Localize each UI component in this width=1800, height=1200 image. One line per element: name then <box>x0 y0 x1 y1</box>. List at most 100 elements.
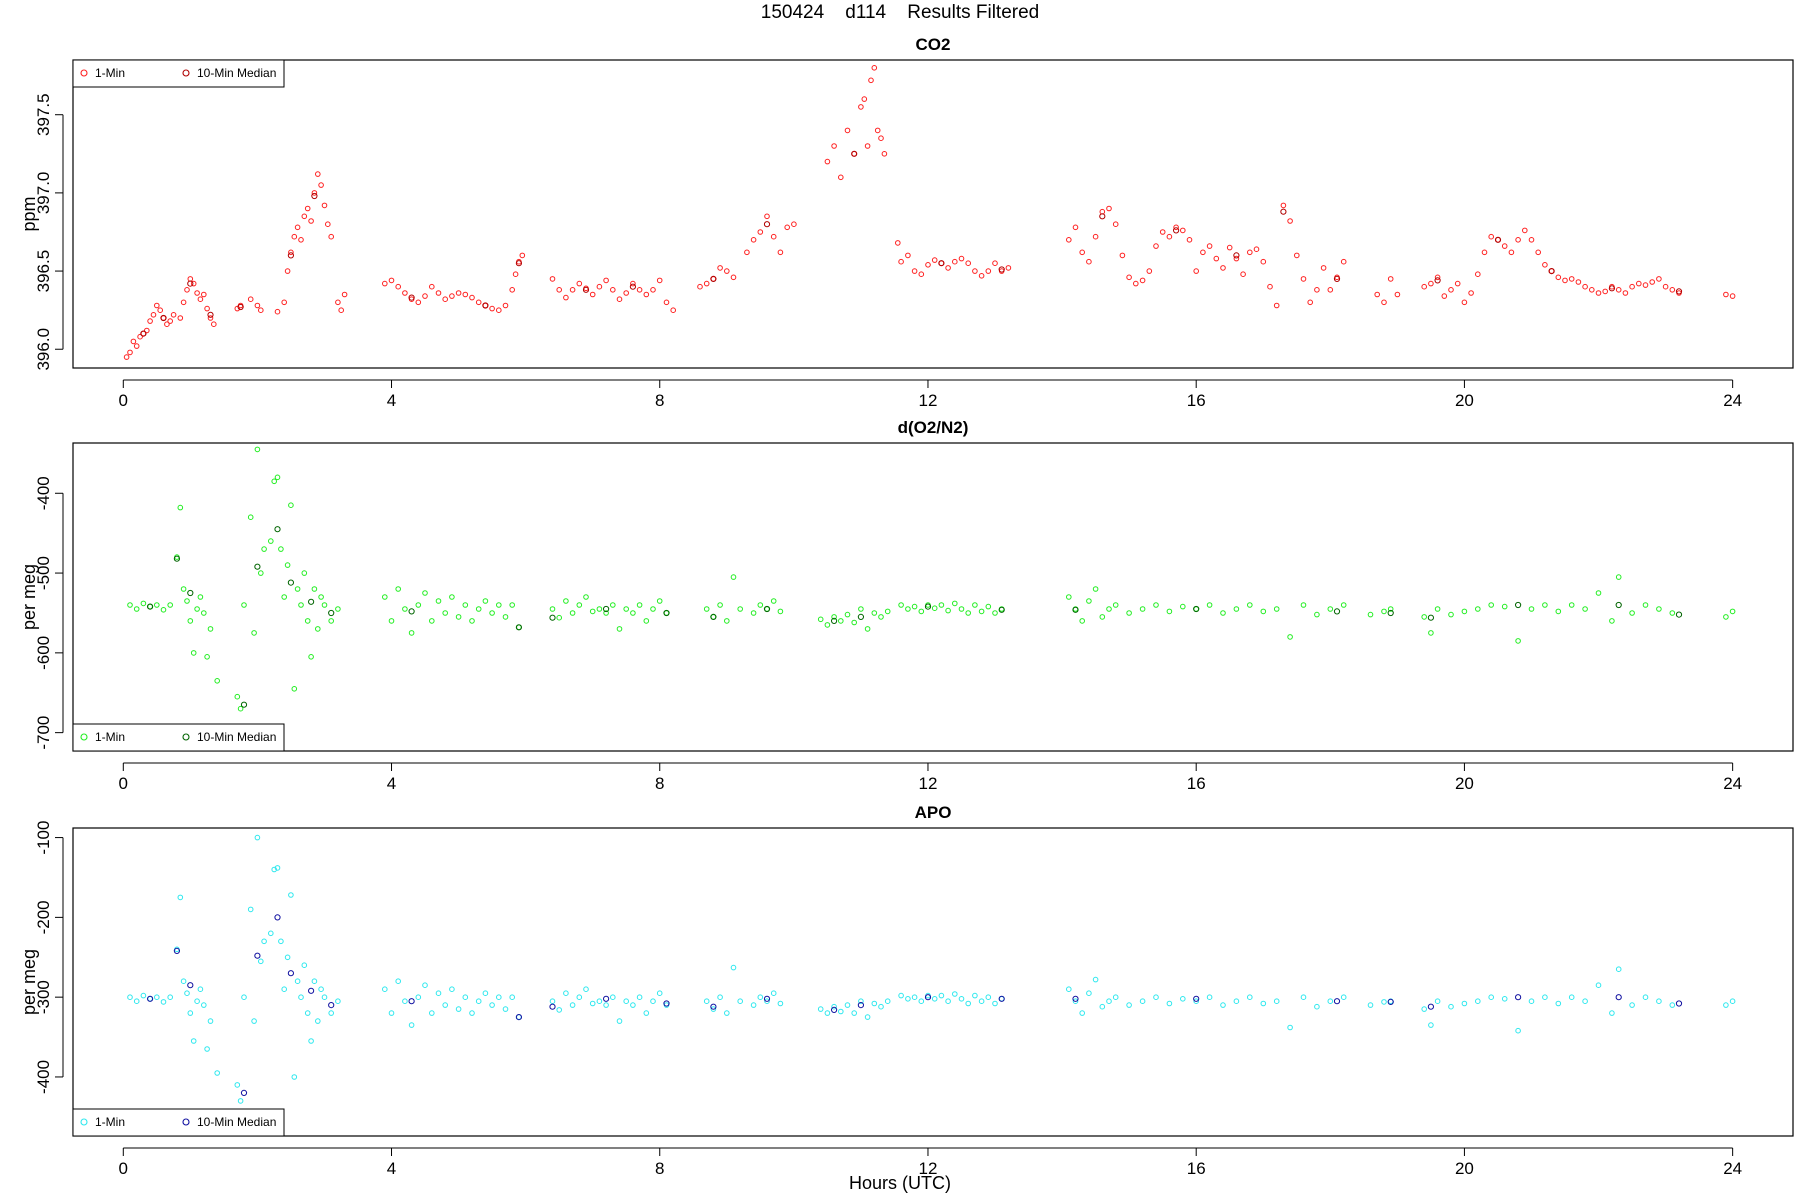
point-1min <box>1629 1002 1635 1008</box>
point-median <box>328 609 335 617</box>
point-1min <box>1139 277 1146 284</box>
legend: 1-Min 10-Min Median <box>72 59 285 88</box>
data-points <box>127 446 1736 712</box>
point-median <box>1427 614 1435 621</box>
point-median <box>582 286 590 293</box>
point-1min <box>1092 233 1099 240</box>
point-1min <box>737 998 744 1005</box>
point-1min <box>133 606 140 612</box>
point-1min <box>1394 291 1401 298</box>
point-1min <box>338 307 345 314</box>
point-1min <box>965 610 972 616</box>
point-1min <box>318 594 324 600</box>
point-1min <box>130 338 137 345</box>
point-median <box>831 1006 838 1014</box>
point-1min <box>978 998 985 1005</box>
point-1min <box>1327 606 1334 612</box>
point-1min <box>945 607 951 614</box>
point-1min <box>556 287 563 293</box>
point-1min <box>1153 243 1159 249</box>
point-1min <box>1247 994 1253 1001</box>
point-1min <box>1656 606 1662 612</box>
point-1min <box>851 619 858 626</box>
legend-marker-1min <box>80 733 88 741</box>
point-1min <box>1629 610 1635 616</box>
point-1min <box>1139 606 1146 612</box>
legend: 1-Min 10-Min Median <box>72 723 285 752</box>
y-axis: -100 -200 -300 -400 <box>34 821 64 1094</box>
point-1min <box>1468 290 1474 296</box>
point-median <box>1427 1003 1435 1010</box>
point-median <box>1193 995 1200 1002</box>
point-median <box>851 150 858 157</box>
point-1min <box>1126 1002 1132 1008</box>
point-1min <box>167 994 173 1001</box>
point-median <box>515 1014 523 1021</box>
point-1min <box>1475 998 1481 1005</box>
point-1min <box>298 237 304 243</box>
point-median <box>763 221 771 228</box>
point-1min <box>160 999 167 1005</box>
point-1min <box>878 135 884 141</box>
point-1min <box>670 307 677 314</box>
point-1min <box>1247 602 1253 608</box>
point-1min <box>489 305 495 312</box>
point-1min <box>294 224 301 231</box>
point-1min <box>905 252 911 259</box>
point-median <box>1494 236 1502 243</box>
legend: 1-Min 10-Min Median <box>72 1108 285 1137</box>
point-1min <box>1568 994 1575 1001</box>
plot-frame <box>72 59 1794 369</box>
point-1min <box>663 299 670 306</box>
point-1min <box>268 930 274 937</box>
point-1min <box>455 290 462 296</box>
point-median <box>663 1000 670 1007</box>
point-1min <box>211 321 217 328</box>
point-1min <box>549 998 556 1005</box>
x-tick-label: 8 <box>655 1159 664 1178</box>
point-1min <box>315 1018 321 1024</box>
point-1min <box>777 608 784 615</box>
point-1min <box>469 294 475 301</box>
point-1min <box>1307 299 1313 306</box>
point-median <box>998 266 1005 273</box>
point-1min <box>184 598 190 604</box>
point-median <box>1615 601 1622 609</box>
y-axis-label: ppm <box>19 196 39 231</box>
point-1min <box>1206 602 1213 608</box>
point-1min <box>177 894 184 901</box>
point-1min <box>201 610 207 616</box>
point-median <box>1615 994 1622 1001</box>
point-1min <box>925 262 931 268</box>
point-1min <box>247 906 254 913</box>
point-1min <box>757 994 764 1001</box>
point-1min <box>610 287 616 293</box>
point-1min <box>1166 608 1173 615</box>
point-1min <box>442 1002 449 1008</box>
point-1min <box>388 277 395 284</box>
point-1min <box>978 608 985 615</box>
point-1min <box>952 991 958 997</box>
point-1min <box>318 986 324 993</box>
point-1min <box>703 606 710 612</box>
point-1min <box>1501 243 1508 249</box>
point-median <box>1387 609 1394 617</box>
panel-title: d(O2/N2) <box>898 418 969 437</box>
point-1min <box>952 258 958 265</box>
point-1min <box>1528 606 1535 612</box>
point-1min <box>284 268 291 274</box>
point-median <box>831 617 838 625</box>
point-1min <box>180 978 187 985</box>
point-1min <box>770 990 777 997</box>
point-1min <box>549 276 556 282</box>
point-1min <box>583 594 589 600</box>
point-1min <box>858 998 864 1005</box>
point-median <box>408 294 415 301</box>
point-1min <box>247 296 254 303</box>
point-1min <box>576 280 583 287</box>
point-1min <box>321 994 328 1001</box>
point-1min <box>630 280 636 287</box>
point-1min <box>878 614 884 620</box>
point-median <box>207 311 214 318</box>
point-1min <box>1159 229 1166 235</box>
